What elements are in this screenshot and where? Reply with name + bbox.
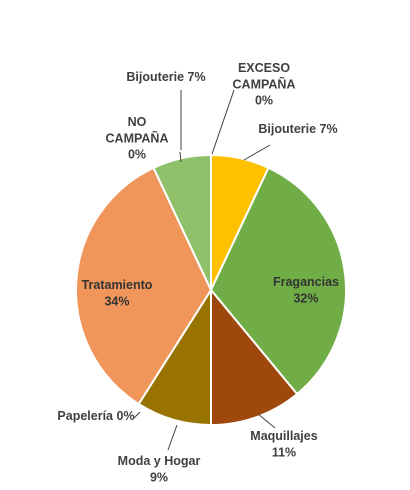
data-label-1: Bijouterie 7% — [258, 122, 337, 136]
leader-line-1 — [243, 144, 271, 161]
data-labels: Bijouterie 7% Fragancias 32% Maquillajes 11%… — [57, 61, 339, 484]
leader-line-7 — [179, 151, 182, 163]
leader-line-9 — [211, 89, 235, 155]
pie-slice-2 — [209, 166, 347, 396]
data-label-4: Moda y Hogar 9% — [118, 454, 201, 484]
data-label-6: Tratamiento 34% — [82, 278, 153, 308]
data-label-7: NO CAMPAÑA 0% — [106, 115, 169, 162]
data-label-8: Bijouterie 7% — [126, 70, 205, 84]
pie-slices — [75, 153, 347, 427]
pie-slice-3 — [210, 287, 299, 427]
data-label-2: Fragancias 32% — [273, 275, 339, 305]
leader-line-4 — [167, 424, 178, 451]
leader-lines — [133, 89, 276, 451]
leader-line-5 — [133, 411, 141, 419]
data-label-3: Maquillajes 11% — [250, 429, 317, 459]
leader-line-3 — [257, 413, 276, 429]
pie-slice-8 — [152, 153, 212, 291]
pie-slice-6 — [75, 166, 213, 406]
data-label-5: Papelería 0% — [57, 409, 134, 423]
data-label-9: EXCESO CAMPAÑA 0% — [233, 61, 296, 108]
